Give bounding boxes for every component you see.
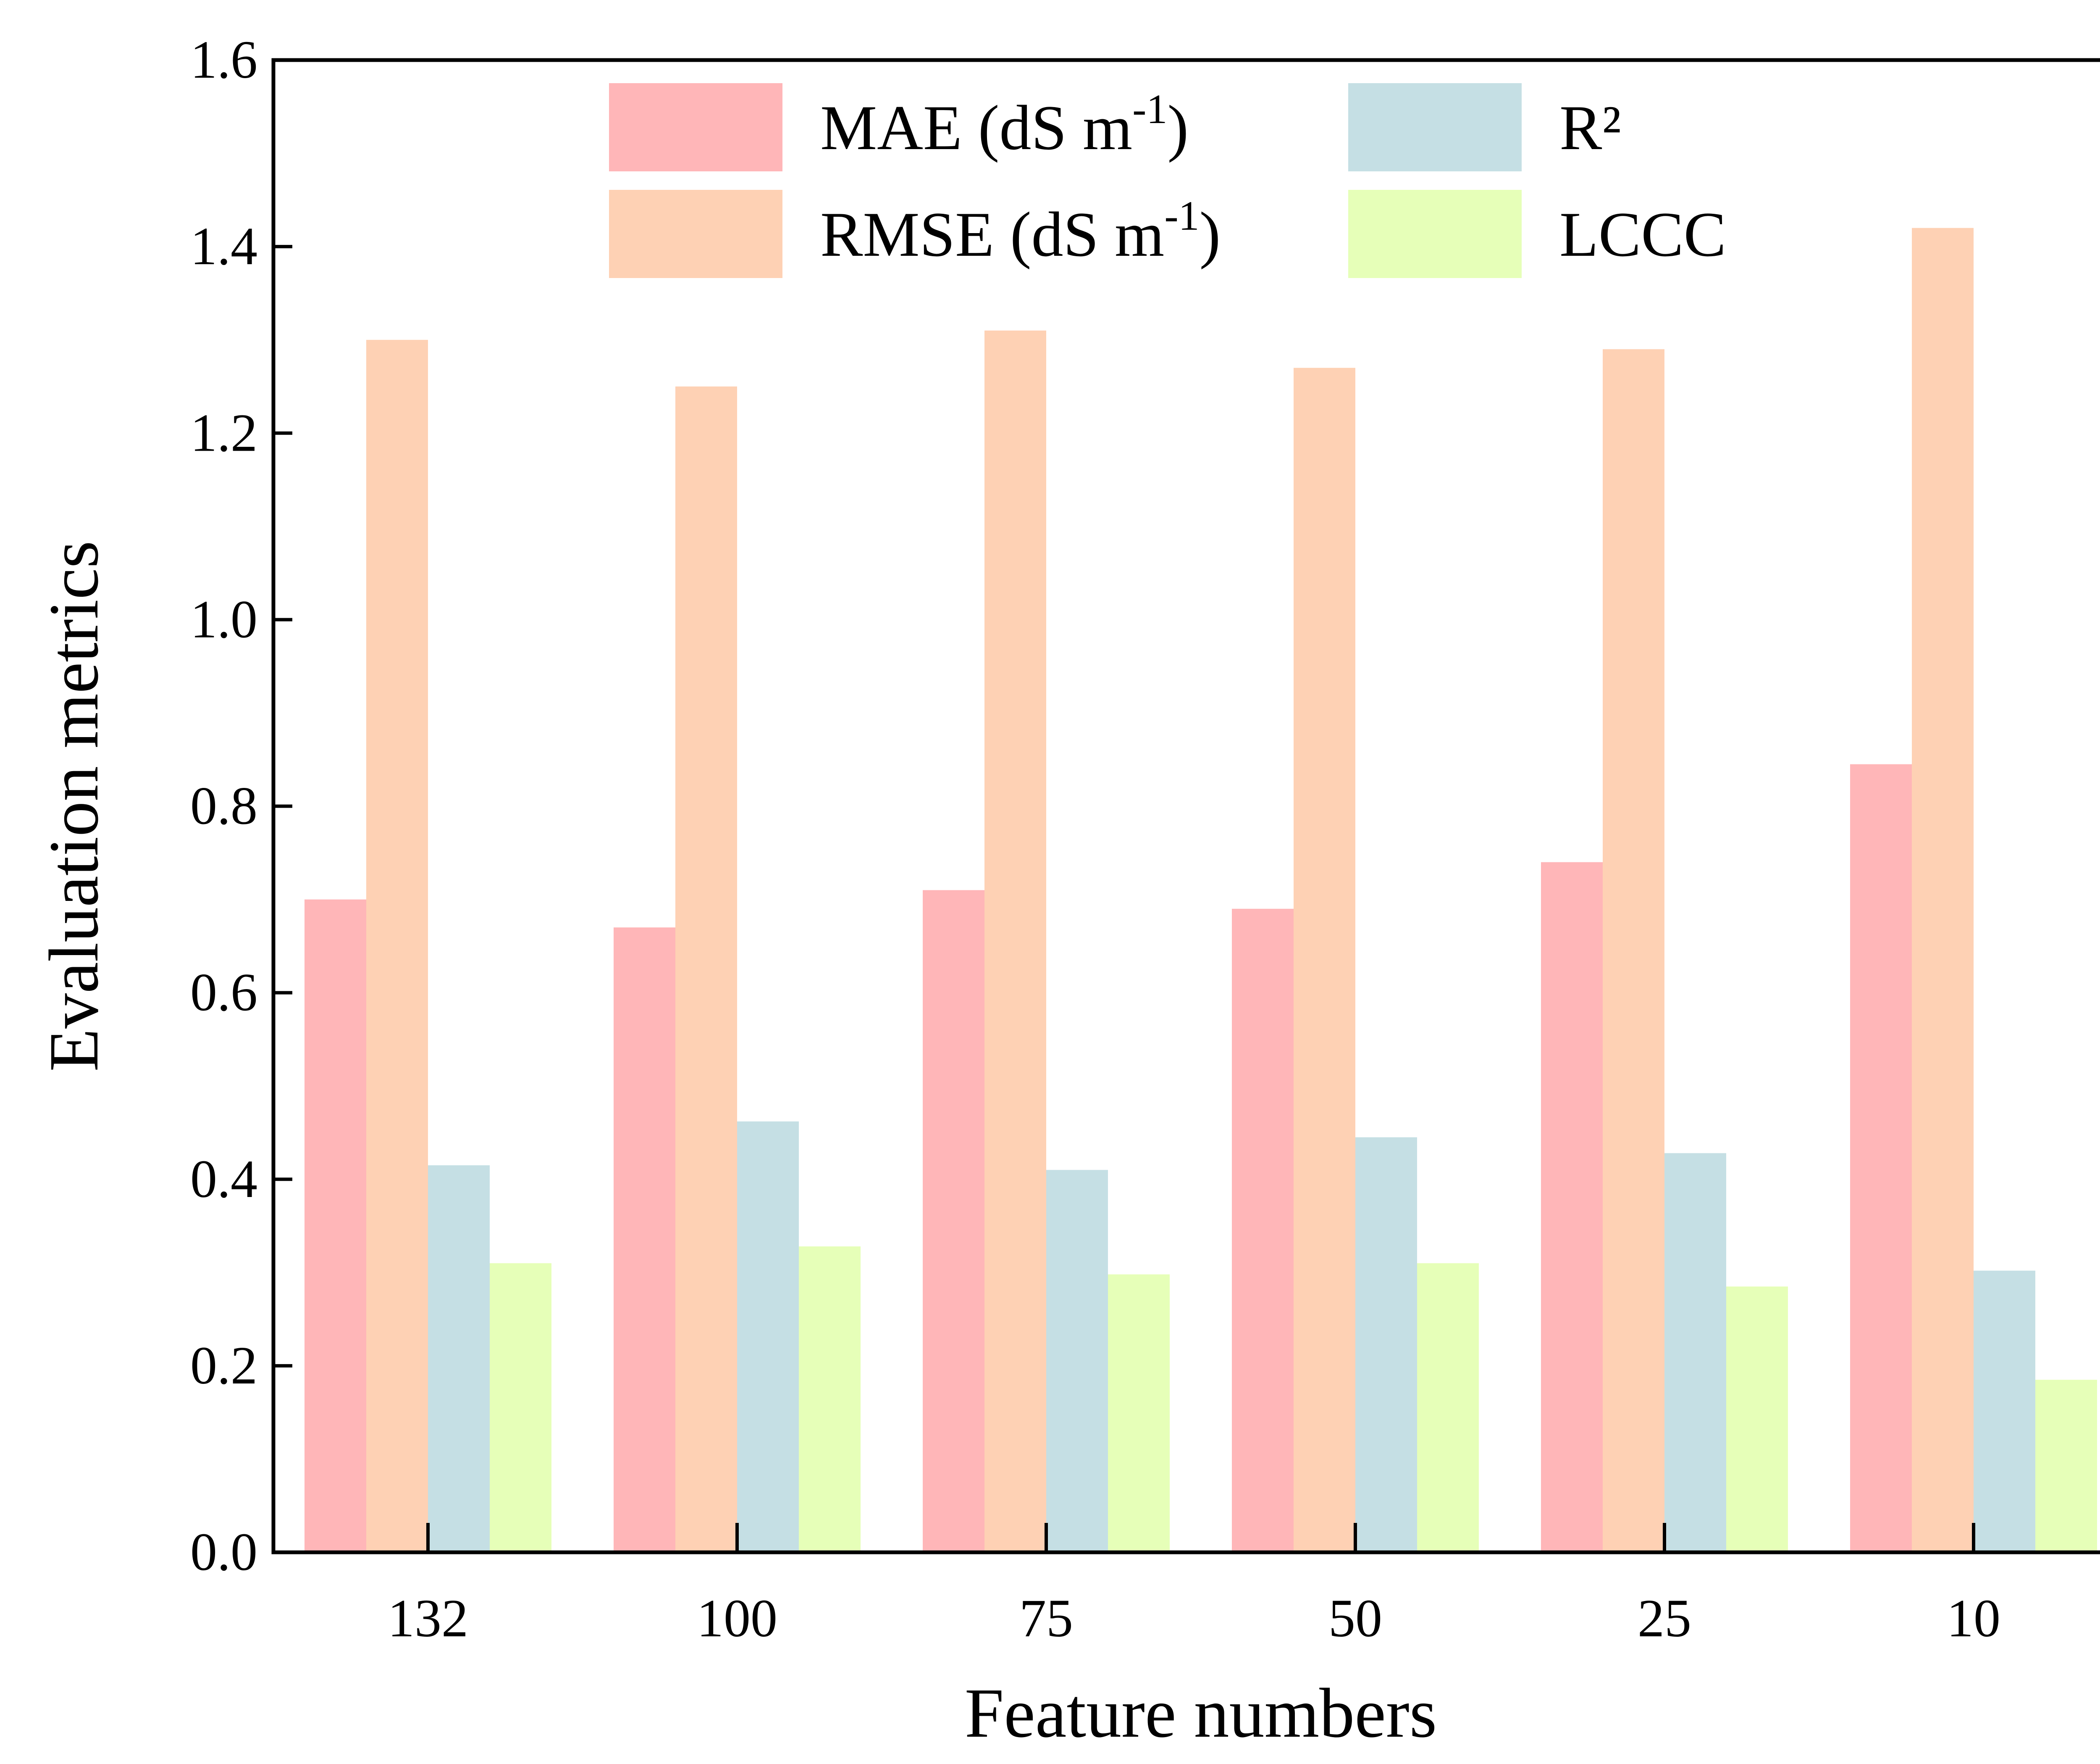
bar-3-100 <box>737 1121 799 1552</box>
y-tick-label: 0.4 <box>190 1149 257 1209</box>
bar-2-50 <box>1294 368 1355 1553</box>
bar-1-132 <box>304 899 366 1552</box>
legend-label-1: MAE (dS m-1) <box>820 86 1189 163</box>
x-tick-label: 10 <box>1947 1588 2000 1648</box>
bar-1-10 <box>1850 764 1912 1552</box>
bar-4-25 <box>1726 1286 1788 1552</box>
x-axis-title: Feature numbers <box>965 1674 1437 1752</box>
x-tick-label: 50 <box>1328 1588 1382 1648</box>
legend-swatch-2 <box>609 190 782 278</box>
x-tick-label: 75 <box>1019 1588 1073 1648</box>
bar-4-132 <box>490 1263 551 1552</box>
bar-1-100 <box>614 927 675 1552</box>
y-tick-label: 1.0 <box>190 589 257 649</box>
bar-3-10 <box>1974 1270 2035 1552</box>
y-tick-label: 0.6 <box>190 963 257 1022</box>
bar-2-75 <box>984 330 1046 1553</box>
x-tick-label: 25 <box>1638 1588 1691 1648</box>
legend-label-4: LCCC <box>1559 199 1726 270</box>
y-tick-label: 0.0 <box>190 1522 257 1582</box>
y-tick-label: 1.2 <box>190 403 257 462</box>
bars-layer <box>304 228 2097 1553</box>
legend-swatch-1 <box>609 83 782 171</box>
x-tick-label: 132 <box>388 1588 468 1648</box>
bar-3-25 <box>1664 1153 1726 1552</box>
axes-layer: 0.0 0.2 0.4 0.6 0.8 1.0 1.2 1.4 1.6 132 100 75 50 25 1… <box>190 30 2100 1648</box>
legend-swatch-3 <box>1348 83 1522 171</box>
y-tick-label: 1.6 <box>190 30 257 89</box>
legend-label-2: RMSE (dS m-1) <box>820 192 1221 270</box>
legend-label-3: R² <box>1559 92 1621 163</box>
bar-2-100 <box>675 386 737 1552</box>
bar-3-132 <box>428 1165 490 1552</box>
x-tick-label: 100 <box>697 1588 777 1648</box>
y-tick-label: 0.2 <box>190 1336 257 1395</box>
bar-3-75 <box>1046 1170 1108 1552</box>
bar-2-25 <box>1603 349 1664 1552</box>
y-tick-label: 1.4 <box>190 216 257 276</box>
bar-1-25 <box>1541 862 1603 1552</box>
bar-4-10 <box>2035 1380 2097 1552</box>
bar-1-75 <box>923 890 984 1552</box>
legend: MAE (dS m-1) RMSE (dS m-1) R² LCCC <box>609 83 1726 278</box>
y-tick-label: 0.8 <box>190 776 257 836</box>
legend-swatch-4 <box>1348 190 1522 278</box>
bar-4-75 <box>1108 1274 1170 1552</box>
bar-4-50 <box>1417 1263 1479 1552</box>
bar-3-50 <box>1355 1137 1417 1552</box>
y-axis-title: Evaluation metrics <box>35 541 113 1071</box>
bar-2-132 <box>366 340 428 1552</box>
bar-1-50 <box>1232 908 1294 1552</box>
bar-2-10 <box>1912 228 1974 1553</box>
bar-4-100 <box>799 1246 861 1552</box>
